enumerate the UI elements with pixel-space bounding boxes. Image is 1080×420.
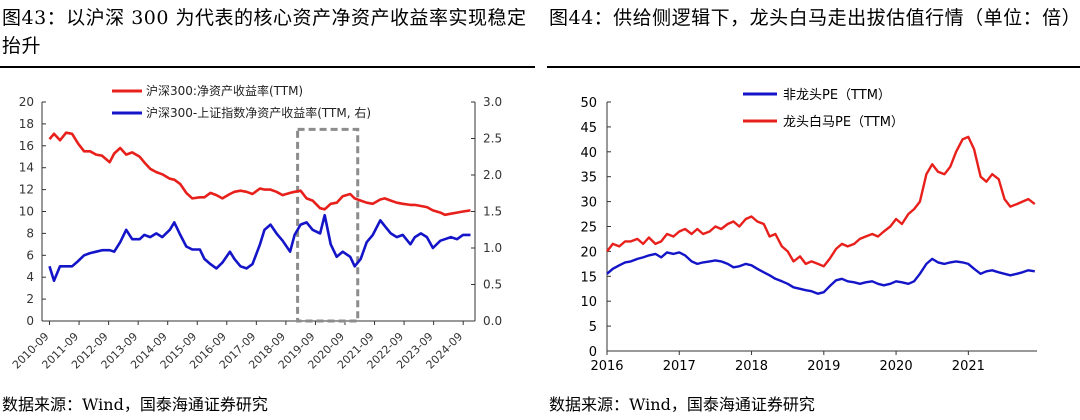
left-chart-roe: 024681012141618200.00.51.01.52.02.53.020…	[10, 83, 502, 372]
left-y-tick-label: 12	[19, 183, 34, 197]
y-tick-label: 10	[580, 295, 597, 310]
left-figure-title: 图43：以沪深 300 为代表的核心资产净资产收益率实现稳定抬升	[2, 7, 527, 57]
left-y-tick-label: 2	[26, 292, 34, 306]
left-figure-panel: 图43：以沪深 300 为代表的核心资产净资产收益率实现稳定抬升 0 2 4 6 8 10…	[0, 0, 535, 420]
left-data-source: 数据来源：Wind，国泰海通证券研究	[2, 395, 268, 414]
y-tick-label: 30	[580, 196, 597, 211]
right-figure-panel: 图44：供给侧逻辑下，龙头白马走出拔估值行情（单位：倍） 0 5 10 15 20 25 3…	[547, 0, 1080, 420]
left-y-tick-label: 6	[26, 248, 34, 262]
legend-label: 沪深300-上证指数净资产收益率(TTM, 右)	[146, 105, 371, 120]
x-tick-label: 2017	[663, 359, 696, 374]
x-tick-label: 2020	[880, 359, 913, 374]
x-tick-label: 2019	[807, 359, 840, 374]
left-y-tick-label: 20	[19, 95, 34, 109]
right-y-tick-label: 3.0	[483, 95, 502, 109]
y-tick-label: 25	[580, 221, 597, 236]
x-tick-label: 2018	[735, 359, 768, 374]
left-title-rule	[0, 66, 535, 68]
y-tick-label: 20	[580, 245, 597, 260]
left-y-tick-label: 4	[26, 270, 34, 284]
right-title-rule	[547, 66, 1080, 68]
legend-label: 沪深300:净资产收益率(TTM)	[146, 83, 303, 98]
y-tick-label: 40	[580, 146, 597, 161]
left-y-tick-label: 14	[19, 161, 34, 175]
y-tick-label: 15	[580, 270, 597, 285]
y-tick-label: 45	[580, 121, 597, 136]
highlight-box-2019-2021	[296, 127, 360, 323]
series-line-non-leader-pe	[606, 251, 1035, 295]
series-line-leader-pe	[606, 135, 1036, 268]
y-tick-label: 5	[589, 320, 597, 335]
series-line-roe-spread	[48, 213, 471, 283]
right-data-source: 数据来源：Wind，国泰海通证券研究	[549, 395, 815, 414]
right-chart-pe: 0 5 10 15 20 25 30 35 40 45 50 2016 2017 2018 2019 2020…	[580, 88, 1037, 374]
left-y-tick-label: 0	[26, 314, 34, 328]
left-y-tick-label: 8	[26, 226, 34, 240]
right-y-tick-label: 0.5	[483, 278, 502, 292]
x-tick-label: 2016	[590, 359, 623, 374]
x-tick-label: 2021	[952, 359, 985, 374]
right-y-tick-label: 2.5	[483, 132, 502, 146]
right-y-tick-label: 1.5	[483, 205, 502, 219]
right-y-tick-label: 0.0	[483, 314, 502, 328]
right-y-tick-label: 1.0	[483, 241, 502, 255]
right-figure-title: 图44：供给侧逻辑下，龙头白马走出拔估值行情（单位：倍）	[549, 7, 1080, 29]
y-tick-label: 50	[580, 96, 597, 111]
y-tick-label: 35	[580, 171, 597, 186]
y-tick-label: 0	[589, 345, 597, 360]
right-y-tick-label: 2.0	[483, 168, 502, 182]
legend-label: 龙头白马PE（TTM）	[783, 114, 904, 130]
left-y-tick-label: 10	[19, 205, 34, 219]
left-y-tick-label: 18	[19, 117, 34, 131]
left-y-tick-label: 16	[19, 139, 34, 153]
legend-label: 非龙头PE（TTM）	[783, 88, 891, 103]
series-line-roe	[48, 131, 471, 217]
